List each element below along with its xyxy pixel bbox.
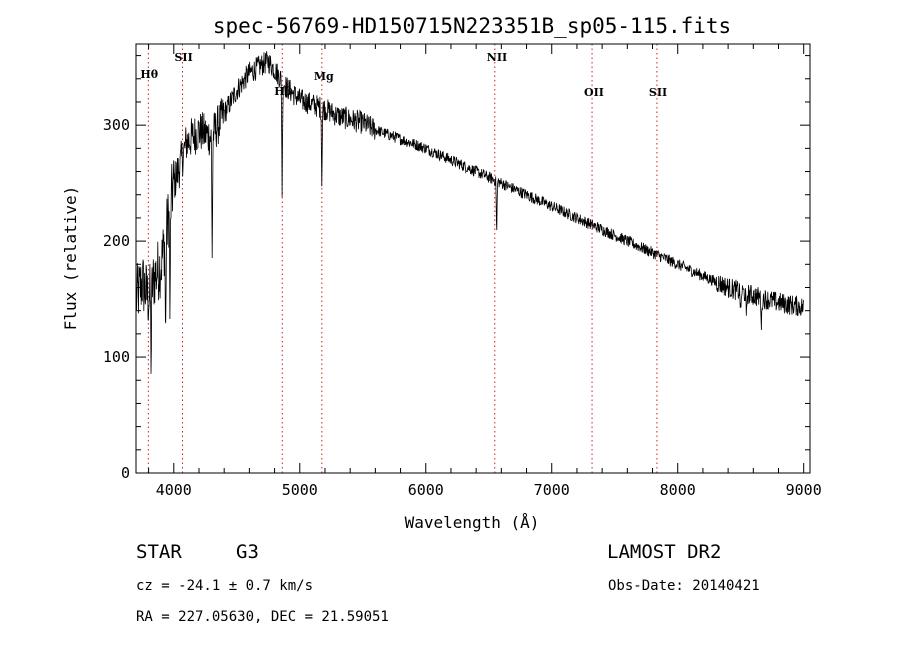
- plot-frame: [135, 43, 811, 474]
- axis-ticks: 4000 5000 6000 7000 8000 9000 0 100 200 300: [103, 44, 822, 499]
- x-tick-label: 6000: [408, 481, 444, 499]
- spectrum-series: [135, 51, 805, 374]
- y-axis-label: Flux (relative): [61, 186, 80, 331]
- y-tick-label: 0: [121, 464, 130, 482]
- x-tick-label: 8000: [660, 481, 696, 499]
- spectral-line-label: Hθ: [140, 68, 158, 81]
- x-tick-label: 9000: [786, 481, 822, 499]
- x-tick-label: 4000: [156, 481, 192, 499]
- y-tick-label: 100: [103, 348, 130, 366]
- object-subclass: G3: [236, 541, 259, 563]
- y-tick-label: 200: [103, 232, 130, 250]
- y-tick-label: 300: [103, 116, 130, 134]
- spectral-line-label: Mg: [314, 70, 334, 83]
- sky-coordinates: RA = 227.05630, DEC = 21.59051: [136, 609, 389, 625]
- chart-title: spec-56769-HD150715N223351B_sp05-115.fit…: [213, 14, 731, 38]
- spectral-line-label: OII: [584, 86, 604, 99]
- redshift-value: cz = -24.1 ± 0.7 km/s: [136, 578, 313, 594]
- spectral-line-label: NII: [487, 51, 507, 64]
- x-tick-label: 5000: [282, 481, 318, 499]
- survey-name: LAMOST DR2: [607, 541, 721, 563]
- object-class: STAR: [136, 541, 182, 563]
- spectral-line-label: SII: [649, 86, 667, 99]
- x-tick-label: 7000: [534, 481, 570, 499]
- spectrum-line: [135, 51, 805, 374]
- spectral-line-label: SII: [174, 51, 192, 64]
- observation-date: Obs-Date: 20140421: [608, 578, 760, 594]
- x-axis-label: Wavelength (Å): [405, 513, 540, 532]
- spectral-line-markers: [147, 44, 658, 473]
